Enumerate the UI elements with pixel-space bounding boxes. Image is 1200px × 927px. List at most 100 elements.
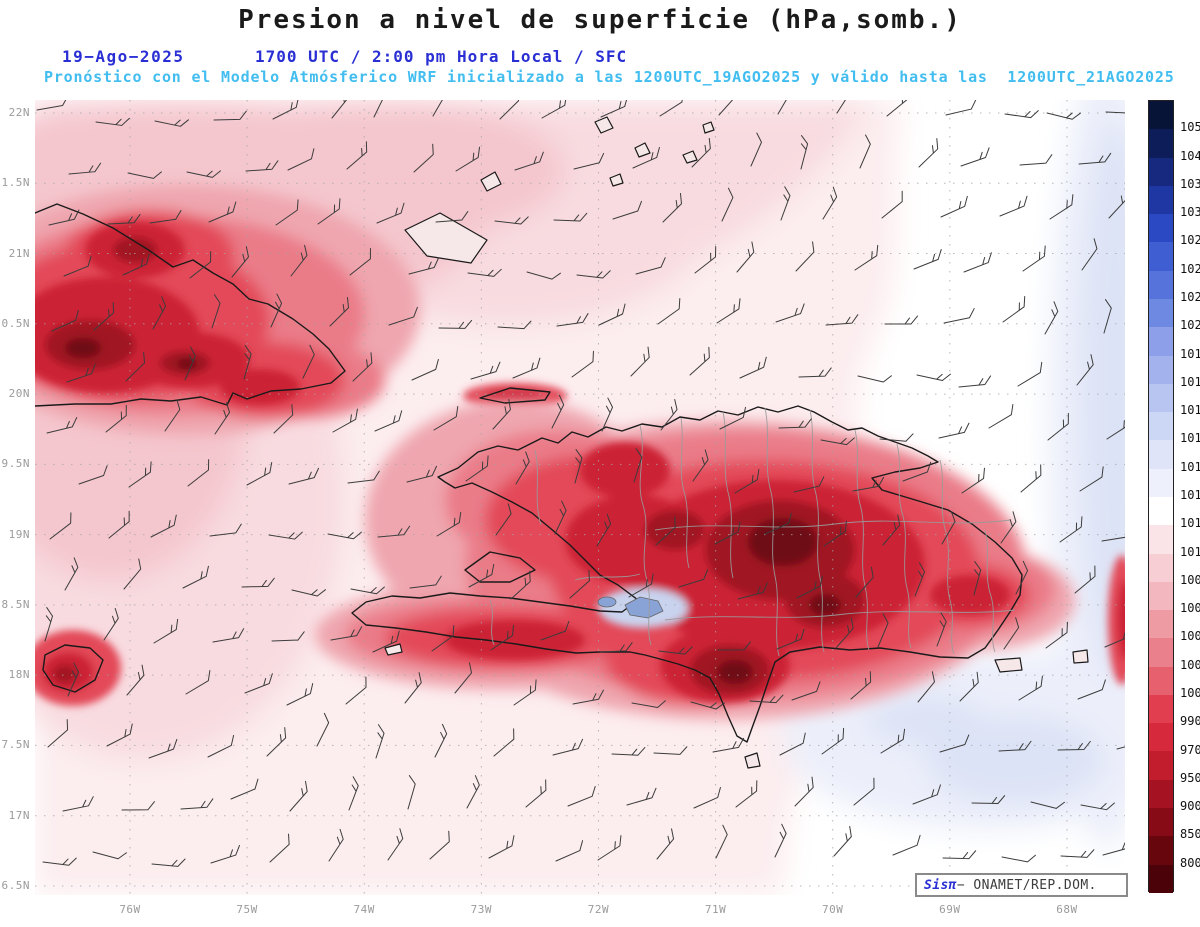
wind-barb xyxy=(1047,412,1069,441)
wind-barb xyxy=(244,673,273,694)
wind-barb xyxy=(764,512,792,535)
wind-barb xyxy=(328,828,344,862)
province-borders-layer xyxy=(489,407,1016,657)
wind-barb xyxy=(734,469,760,494)
wind-barb xyxy=(287,148,315,171)
wind-barb xyxy=(823,520,847,547)
wind-barb xyxy=(553,212,588,222)
wind-barb xyxy=(103,607,119,641)
lat-tick-label: 19N xyxy=(8,527,30,541)
wind-barb xyxy=(435,211,469,223)
wind-barb xyxy=(330,626,363,641)
wind-barb xyxy=(960,147,990,167)
wind-barb xyxy=(409,575,442,589)
wind-barb xyxy=(794,776,814,807)
wind-barb xyxy=(1080,802,1115,811)
wind-barb xyxy=(209,523,242,537)
wind-barb xyxy=(880,728,906,754)
wind-barb xyxy=(611,747,646,756)
wind-barb xyxy=(513,679,537,706)
wind-barb xyxy=(961,467,985,494)
lon-tick-label: 76W xyxy=(119,903,141,916)
wind-barb xyxy=(598,303,626,326)
wind-barb xyxy=(658,646,693,655)
wind-barb xyxy=(597,835,622,861)
wind-barb xyxy=(918,138,939,168)
wind-barb xyxy=(388,306,418,326)
colorbar xyxy=(1148,100,1174,893)
wind-barb xyxy=(289,780,308,812)
wind-barb xyxy=(180,798,214,810)
lat-axis: 22N 1.5N 21N 0.5N 20N 9.5N 19N 8.5N 18N 7.5N 17N 6.… xyxy=(0,100,33,895)
colorbar-label: 800 xyxy=(1180,855,1200,870)
wind-barb xyxy=(189,251,212,279)
colorbar-labels: 1050 1040 1038 1030 1028 1025 1022 1020 1019 1018… xyxy=(1180,100,1200,900)
wind-barb xyxy=(735,780,758,808)
wind-barb xyxy=(716,298,741,324)
wind-barb xyxy=(913,249,942,270)
island-tortuga xyxy=(479,387,551,404)
colorbar-label: 1028 xyxy=(1180,233,1200,248)
wind-barb xyxy=(108,510,130,539)
forecast-date: 19−Ago−2025 xyxy=(62,47,185,66)
wind-barb xyxy=(266,727,287,757)
wind-barb xyxy=(653,746,688,755)
colorbar-segment xyxy=(1149,723,1173,752)
wind-barb xyxy=(718,100,737,116)
island-beata xyxy=(744,752,761,769)
colorbar-segment xyxy=(1149,836,1173,865)
colorbar-label: 1000 xyxy=(1180,686,1200,700)
lon-tick-label: 69W xyxy=(939,903,961,916)
colorbar-segment xyxy=(1149,553,1173,582)
wind-barb xyxy=(793,476,825,493)
lat-tick-label: 21N xyxy=(8,246,30,260)
wind-barb xyxy=(164,399,181,432)
wind-barb xyxy=(302,344,315,379)
island-jamaica-tip xyxy=(42,644,104,693)
wind-barb xyxy=(540,620,570,641)
colorbar-segment xyxy=(1149,270,1173,299)
wind-barb xyxy=(689,346,710,376)
wind-barb xyxy=(1105,104,1125,114)
wind-barb xyxy=(630,346,650,377)
wind-barb xyxy=(1019,154,1053,166)
wind-barb xyxy=(187,459,210,487)
wind-barb xyxy=(690,701,725,710)
wind-barb xyxy=(1015,560,1029,595)
wind-barb xyxy=(628,573,654,598)
wind-barb xyxy=(1081,238,1098,271)
wind-barb xyxy=(635,257,666,275)
wind-barb xyxy=(105,404,127,433)
wind-barb xyxy=(712,737,745,753)
wind-barb xyxy=(916,373,951,382)
wind-barb xyxy=(455,146,481,172)
wind-barb xyxy=(835,617,854,649)
lat-tick-label: 9.5N xyxy=(1,457,30,471)
wind-barb xyxy=(825,314,859,326)
wind-barb xyxy=(331,100,349,119)
colorbar-label: 1030 xyxy=(1180,205,1200,220)
wind-barb xyxy=(352,352,373,382)
cuba-low-shading xyxy=(35,185,567,435)
wind-barb xyxy=(833,825,852,857)
colorbar-label: 1040 xyxy=(1180,148,1200,163)
colorbar-label: 1012 xyxy=(1180,516,1200,531)
wind-barb xyxy=(963,252,992,273)
wind-barb xyxy=(571,350,594,378)
wind-barb xyxy=(128,461,152,488)
wind-barb xyxy=(63,255,92,277)
wind-barb xyxy=(125,352,146,382)
wind-barb xyxy=(514,151,544,171)
islands-turks-caicos xyxy=(594,116,715,187)
wind-barb xyxy=(106,723,133,747)
wind-barb xyxy=(1022,245,1046,272)
wind-barb xyxy=(466,775,480,809)
wind-barb xyxy=(659,100,684,117)
wind-barb xyxy=(434,723,448,758)
wind-barb xyxy=(151,858,186,867)
coastline-hispaniola xyxy=(351,405,1023,743)
wind-barb xyxy=(1044,301,1059,335)
wind-barb xyxy=(377,525,411,538)
wind-barb xyxy=(736,241,755,273)
wind-barb xyxy=(231,246,249,278)
